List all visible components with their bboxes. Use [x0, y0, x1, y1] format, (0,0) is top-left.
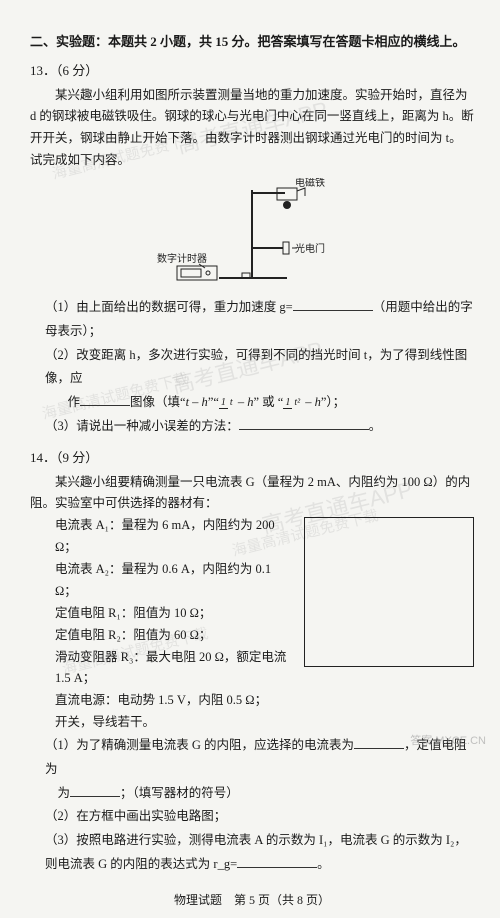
q14-s1c: ；（填写器材的符号）	[120, 786, 239, 800]
q13-sub1: （1）由上面给出的数据可得，重力加速度 g=（用题中给出的字母表示）；	[45, 296, 474, 344]
q13-stem: 某兴趣小组利用如图所示装置测量当地的重力加速度。实验开始时，直径为 d 的钢球被…	[30, 85, 474, 173]
circuit-box	[304, 517, 474, 667]
blank	[239, 417, 369, 430]
blank	[293, 299, 373, 312]
q13-s1a: （1）由上面给出的数据可得，重力加速度 g=	[45, 300, 293, 314]
q14-sub2: （2）在方框中画出实验电路图；	[45, 805, 474, 829]
q13-number: 13．（6 分）	[30, 60, 474, 79]
q13-opt1: t – h	[186, 395, 208, 409]
page-footer: 物理试题 第 5 页（共 8 页）	[30, 891, 474, 908]
q14-number: 14．（9 分）	[30, 447, 474, 466]
q13-figure: 电磁铁 数字计时器 光电门	[30, 178, 474, 288]
blank	[80, 394, 130, 407]
item-sw: 开关，导线若干。	[55, 712, 294, 734]
blank	[354, 737, 404, 750]
item-a1: 电流表 A₁：量程为 6 mA，内阻约为 200 Ω；	[55, 515, 294, 559]
sep: ”“	[208, 395, 219, 409]
item-r1: 定值电阻 R₁：阻值为 10 Ω；	[55, 603, 294, 625]
q13-opt2: – h	[235, 395, 254, 409]
q13-opt3: – h	[302, 395, 321, 409]
q13-sub2b: 作图像（填“t – h”“1t – h” 或 “1t² – h”）；	[68, 391, 475, 415]
label-gate: 光电门	[295, 242, 325, 255]
exam-page: 二、实验题：本题共 2 小题，共 15 分。把答案填写在答题卡相应的横线上。 1…	[0, 0, 500, 918]
q14-s3b: 。	[317, 857, 330, 871]
q14-layout: 电流表 A₁：量程为 6 mA，内阻约为 200 Ω； 电流表 A₂：量程为 0…	[30, 515, 474, 734]
q14-stem: 某兴趣小组要精确测量一只电流表 G（量程为 2 mA、内阻约为 100 Ω）的内…	[30, 472, 474, 516]
apparatus-svg: 电磁铁 数字计时器 光电门	[157, 178, 347, 288]
item-pw: 直流电源：电动势 1.5 V，内阻 0.5 Ω；	[55, 690, 294, 712]
label-timer: 数字计时器	[157, 252, 207, 265]
blank	[237, 855, 317, 868]
q13-s2a: （2）改变距离 h，多次进行实验，可得到不同的挡光时间 t，为了得到线性图像，应	[45, 348, 467, 386]
section-header: 二、实验题：本题共 2 小题，共 15 分。把答案填写在答题卡相应的横线上。	[30, 32, 474, 52]
q13-s2b-pre: 作	[68, 395, 81, 409]
q13-sub3: （3）请说出一种减小误差的方法：。	[45, 415, 474, 439]
q14-items: 电流表 A₁：量程为 6 mA，内阻约为 200 Ω； 电流表 A₂：量程为 0…	[30, 515, 294, 734]
q14-s1a: （1）为了精确测量电流表 G 的内阻，应选择的电流表为	[45, 738, 354, 752]
corner-watermark: 答案 MXCE.CN	[410, 732, 486, 748]
q13-sub2: （2）改变距离 h，多次进行实验，可得到不同的挡光时间 t，为了得到线性图像，应	[45, 344, 474, 392]
label-magnet: 电磁铁	[295, 178, 325, 189]
q14-sub1b: 为；（填写器材的符号）	[58, 782, 475, 806]
q13-s3: （3）请说出一种减小误差的方法：	[45, 419, 239, 433]
q13-s2b-end: ”）；	[321, 395, 345, 409]
blank	[70, 784, 120, 797]
item-rv: 滑动变阻器 R₃：最大电阻 20 Ω，额定电流 1.5 A；	[55, 647, 294, 691]
sep: ” 或 “	[253, 395, 283, 409]
q13-s2b-post: 图像（填“	[130, 395, 186, 409]
q14-sub3: （3）按照电路进行实验，测得电流表 A 的示数为 I₁，电流表 G 的示数为 I…	[45, 829, 474, 877]
item-a2: 电流表 A₂：量程为 0.6 A，内阻约为 0.1 Ω；	[55, 559, 294, 603]
item-r2: 定值电阻 R₂：阻值为 60 Ω；	[55, 625, 294, 647]
